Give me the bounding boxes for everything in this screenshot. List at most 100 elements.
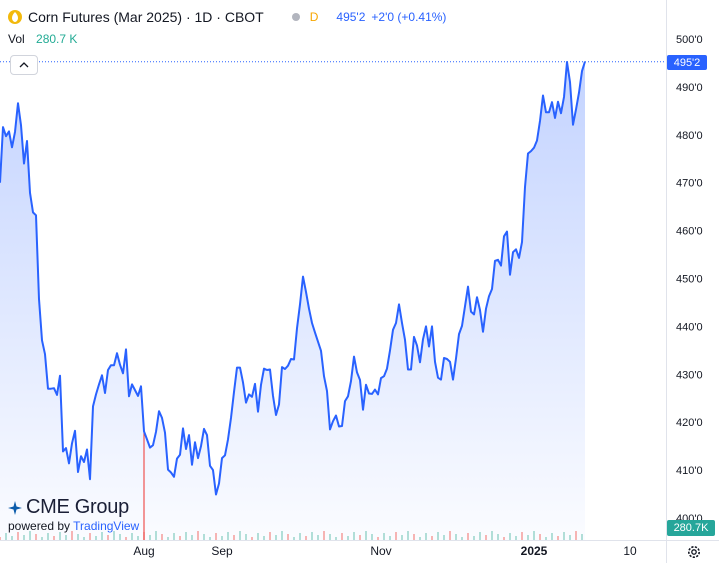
volume-bar xyxy=(191,535,193,540)
volume-bar xyxy=(23,535,25,540)
volume-bar xyxy=(71,531,73,540)
volume-bar xyxy=(293,537,295,540)
tradingview-link[interactable]: TradingView xyxy=(73,519,140,533)
volume-bar xyxy=(347,536,349,540)
powered-by[interactable]: powered by TradingView xyxy=(8,519,139,533)
volume-bar xyxy=(515,536,517,540)
volume-bar xyxy=(395,532,397,540)
volume-bar xyxy=(569,535,571,540)
volume-bar xyxy=(41,537,43,540)
volume-bar xyxy=(209,537,211,540)
settings-button[interactable] xyxy=(686,544,702,565)
volume-value: 280.7 K xyxy=(36,32,78,46)
volume-bar xyxy=(161,534,163,540)
y-tick-label: 470'0 xyxy=(676,178,703,190)
x-tick-label: Nov xyxy=(370,544,391,558)
volume-bar xyxy=(113,531,115,540)
volume-bar xyxy=(377,537,379,540)
volume-bar xyxy=(467,533,469,540)
volume-bar xyxy=(413,534,415,540)
volume-bar xyxy=(383,533,385,540)
volume-bar xyxy=(419,537,421,540)
volume-bar xyxy=(545,537,547,540)
cme-globe-icon xyxy=(8,500,22,515)
volume-bar xyxy=(473,536,475,540)
volume-bar xyxy=(329,534,331,540)
volume-bar xyxy=(83,537,85,540)
volume-bar xyxy=(287,534,289,540)
volume-bar xyxy=(59,532,61,540)
gear-icon xyxy=(688,546,700,558)
volume-bar xyxy=(281,531,283,540)
legend-price: 495'2 xyxy=(336,10,366,24)
price-line xyxy=(0,61,586,496)
interval-badge[interactable]: D xyxy=(309,10,319,24)
volume-bar xyxy=(197,531,199,540)
volume-bar xyxy=(359,535,361,540)
volume-bar xyxy=(437,532,439,540)
volume-layer xyxy=(0,431,583,540)
y-tick-label: 450'0 xyxy=(676,274,703,286)
y-tick-label: 430'0 xyxy=(676,369,703,381)
volume-bar xyxy=(497,534,499,540)
volume-bar xyxy=(239,531,241,540)
x-tick-label: Sep xyxy=(211,544,233,558)
y-tick-label: 440'0 xyxy=(676,321,703,333)
volume-bar xyxy=(323,531,325,540)
volume-bar xyxy=(581,534,583,540)
last-price-badge: 495'2 xyxy=(667,55,707,70)
volume-bar xyxy=(557,536,559,540)
volume-bar xyxy=(227,532,229,540)
volume-bar xyxy=(407,531,409,540)
x-tick-label: 10 xyxy=(623,544,637,558)
chart-legend: Corn Futures (Mar 2025) · 1D · CBOT D 49… xyxy=(8,7,446,27)
volume-bar xyxy=(179,536,181,540)
volume-bar xyxy=(167,537,169,540)
price-axis[interactable]: 500'0 490'0 480'0 470'0 460'0 450'0 440'0 430'0… xyxy=(676,34,703,525)
volume-bar xyxy=(53,536,55,540)
symbol-title[interactable]: Corn Futures (Mar 2025) · 1D · CBOT xyxy=(28,9,264,25)
volume-bar xyxy=(509,533,511,540)
cme-logo: CME Group xyxy=(8,496,129,519)
volume-bar xyxy=(173,533,175,540)
legend-change: +2'0 (+0.41%) xyxy=(371,10,447,24)
volume-bar xyxy=(233,535,235,540)
time-axis[interactable]: Aug Sep Nov 2025 10 xyxy=(133,544,637,558)
volume-bar xyxy=(5,533,7,540)
volume-bar xyxy=(185,532,187,540)
volume-bar xyxy=(431,536,433,540)
y-tick-label: 420'0 xyxy=(676,417,703,429)
volume-bar xyxy=(245,534,247,540)
volume-bar xyxy=(305,536,307,540)
volume-bar xyxy=(317,535,319,540)
volume-bar xyxy=(311,532,313,540)
volume-bar xyxy=(341,533,343,540)
volume-bar xyxy=(401,535,403,540)
volume-badge: 280.7K xyxy=(667,520,715,536)
coin-icon xyxy=(8,10,22,24)
volume-legend: Vol 280.7 K xyxy=(8,32,77,46)
volume-bar xyxy=(11,536,13,540)
volume-bar xyxy=(125,537,127,540)
collapse-legend-button[interactable] xyxy=(10,55,38,75)
volume-bar xyxy=(47,533,49,540)
x-tick-label: 2025 xyxy=(521,544,548,558)
volume-bar xyxy=(527,535,529,540)
volume-bar xyxy=(263,536,265,540)
volume-bar xyxy=(425,533,427,540)
y-tick-label: 500'0 xyxy=(676,34,703,46)
volume-bar xyxy=(101,532,103,540)
volume-bar xyxy=(257,533,259,540)
volume-bar xyxy=(137,536,139,540)
x-tick-label: Aug xyxy=(133,544,154,558)
volume-bar xyxy=(503,537,505,540)
volume-bar xyxy=(65,535,67,540)
volume-bar xyxy=(563,532,565,540)
volume-bar xyxy=(95,536,97,540)
volume-bar xyxy=(269,532,271,540)
volume-bar xyxy=(77,534,79,540)
y-tick-label: 480'0 xyxy=(676,130,703,142)
volume-bar xyxy=(539,534,541,540)
